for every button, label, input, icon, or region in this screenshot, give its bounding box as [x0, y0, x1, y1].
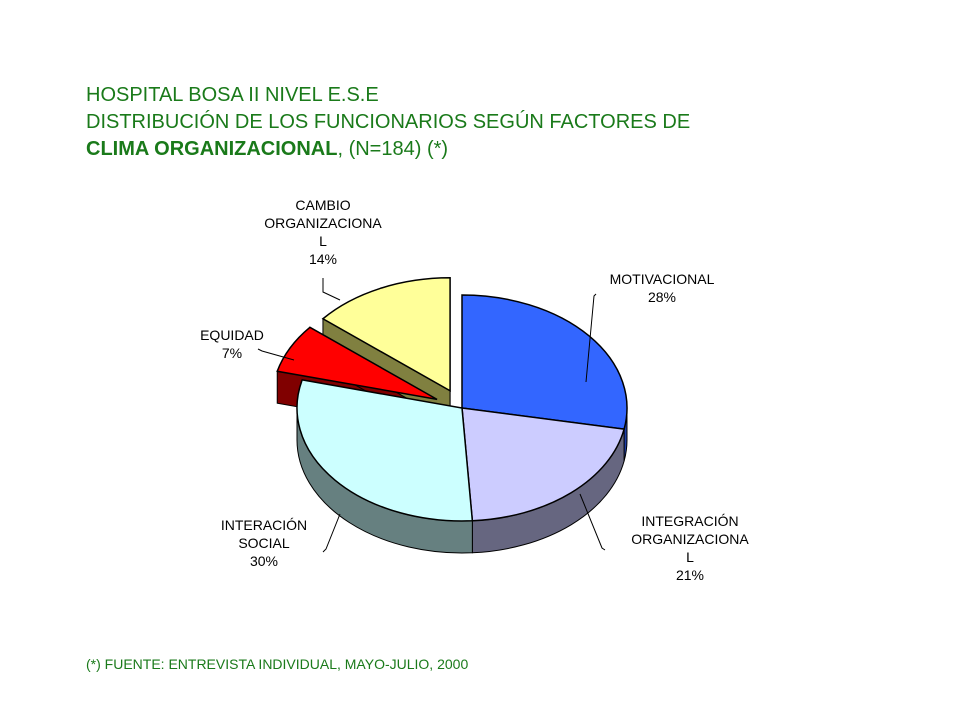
title-rest-text: , (N=184) (*): [337, 138, 449, 160]
leader-line-integracion-organizacional: [579, 493, 606, 551]
slice-equidad: [276, 326, 438, 401]
title-line-3: CLIMA ORGANIZACIONAL, (N=184) (*): [86, 136, 690, 163]
slice-integracion-organizacional: [461, 407, 626, 522]
slice-label-motivacional: MOTIVACIONAL 28%: [610, 271, 715, 305]
leader-line-equidad: [257, 348, 295, 361]
slice-cambio-organizacional: [321, 277, 451, 393]
title-line-1: HOSPITAL BOSA II NIVEL E.S.E: [86, 84, 379, 106]
leader-line-interacion-social: [322, 513, 341, 553]
pie-tops: [276, 277, 628, 522]
chart-title: HOSPITAL BOSA II NIVEL E.S.E DISTRIBUCIÓ…: [86, 82, 690, 163]
leader-line-motivacional: [585, 293, 597, 383]
slice-label-cambio-organizacional: CAMBIO ORGANIZACIONA L 14%: [264, 197, 382, 267]
slice-label-interacion-social: INTERACIÓN SOCIAL 30%: [221, 517, 307, 569]
title-bold-text: CLIMA ORGANIZACIONAL: [86, 138, 338, 160]
slice-label-equidad: EQUIDAD 7%: [200, 327, 264, 361]
pie-labels: MOTIVACIONAL 28% INTEGRACIÓN ORGANIZACIONA L…: [200, 197, 749, 583]
leader-line-cambio-organizacional: [322, 278, 341, 301]
slice-interacion-social: [296, 379, 474, 522]
source-footnote: (*) FUENTE: ENTREVISTA INDIVIDUAL, MAYO-…: [86, 656, 469, 672]
slice-label-integracion-organizacional: INTEGRACIÓN ORGANIZACIONA L 21%: [631, 513, 749, 583]
slice-motivacional: [461, 294, 628, 431]
title-line-2: DISTRIBUCIÓN DE LOS FUNCIONARIOS SEGÚN F…: [86, 111, 691, 133]
